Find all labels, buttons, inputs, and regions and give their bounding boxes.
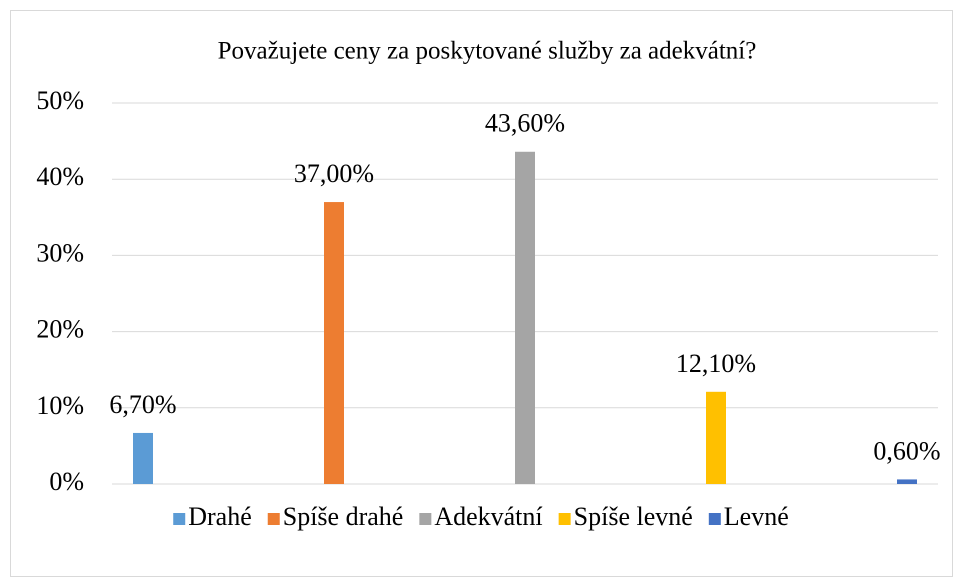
- chart-border: [10, 10, 953, 577]
- legend-swatch: [267, 513, 280, 525]
- data-label: 12,10%: [676, 349, 756, 378]
- legend-swatch: [558, 513, 571, 525]
- data-label: 0,60%: [873, 436, 940, 465]
- legend-label: Spíše drahé: [283, 502, 404, 531]
- data-label: 37,00%: [294, 159, 374, 188]
- legend-swatch: [708, 513, 721, 525]
- bar: [515, 151, 535, 484]
- data-label: 6,70%: [109, 390, 176, 419]
- y-tick-label: 40%: [36, 162, 84, 191]
- y-tick-label: 50%: [36, 86, 84, 115]
- legend-label: Drahé: [188, 502, 252, 531]
- legend-label: Levné: [724, 502, 789, 531]
- y-tick-label: 30%: [36, 238, 84, 267]
- legend-swatch: [419, 513, 432, 525]
- legend-label: Adekvátní: [434, 502, 542, 531]
- bar: [133, 432, 153, 484]
- legend-swatch: [173, 513, 186, 525]
- bar: [324, 202, 344, 484]
- data-label: 43,60%: [485, 109, 565, 138]
- y-tick-label: 0%: [49, 467, 84, 496]
- y-tick-label: 20%: [36, 315, 84, 344]
- bar: [706, 391, 726, 484]
- legend-label: Spíše levné: [574, 502, 693, 531]
- chart-title: Považujete ceny za poskytované služby za…: [218, 38, 757, 65]
- bar: [897, 479, 917, 484]
- y-tick-label: 10%: [36, 391, 84, 420]
